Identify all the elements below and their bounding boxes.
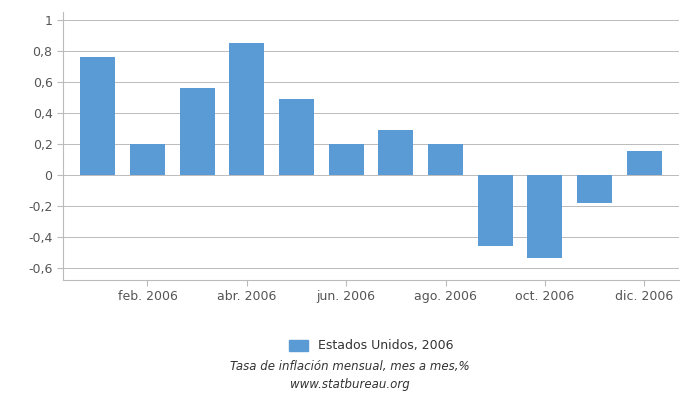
Bar xyxy=(626,152,662,175)
Bar xyxy=(180,88,214,175)
Bar xyxy=(428,144,463,175)
Bar xyxy=(329,144,363,175)
Bar xyxy=(578,175,612,202)
Legend: Estados Unidos, 2006: Estados Unidos, 2006 xyxy=(284,334,458,358)
Bar xyxy=(528,175,562,258)
Text: Tasa de inflación mensual, mes a mes,%: Tasa de inflación mensual, mes a mes,% xyxy=(230,360,470,373)
Bar xyxy=(130,144,164,175)
Bar xyxy=(80,57,116,175)
Bar xyxy=(230,43,264,175)
Bar xyxy=(279,99,314,175)
Bar xyxy=(379,130,413,175)
Text: www.statbureau.org: www.statbureau.org xyxy=(290,378,410,391)
Bar xyxy=(478,175,512,246)
